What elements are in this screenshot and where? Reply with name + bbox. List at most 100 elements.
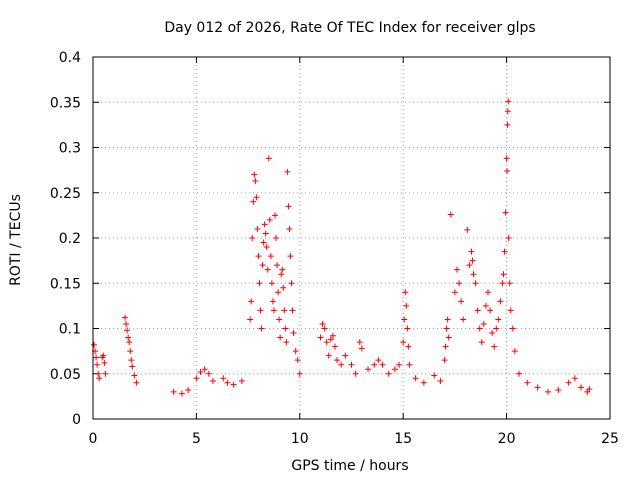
data-point	[260, 239, 267, 246]
data-point	[493, 325, 500, 332]
y-tick-label: 0.1	[59, 322, 81, 338]
data-point	[443, 325, 450, 332]
data-point	[331, 343, 338, 350]
data-point	[317, 334, 324, 341]
data-point	[565, 379, 572, 386]
data-point	[405, 343, 412, 350]
data-point	[348, 361, 355, 368]
data-point	[578, 384, 585, 391]
data-point	[447, 211, 454, 218]
data-point	[412, 375, 419, 382]
y-tick-labels: 0 0.05 0.1 0.15 0.2 0.25 0.3 0.35 0.4	[50, 50, 81, 428]
data-point	[197, 368, 204, 375]
data-point	[286, 225, 293, 232]
data-point	[178, 390, 185, 397]
data-point	[507, 307, 514, 314]
data-point	[263, 244, 270, 251]
data-point	[290, 330, 297, 337]
data-point	[209, 377, 216, 384]
data-point	[544, 388, 551, 395]
data-point	[437, 377, 444, 384]
data-point	[586, 386, 593, 393]
data-point	[323, 339, 330, 346]
data-point	[468, 248, 475, 255]
data-point	[505, 98, 512, 105]
data-point	[445, 334, 452, 341]
data-point	[123, 320, 130, 327]
data-point	[266, 216, 273, 223]
data-point	[470, 271, 477, 278]
data-point	[275, 289, 282, 296]
data-point	[497, 298, 504, 305]
data-point	[124, 327, 131, 334]
data-point	[256, 280, 263, 287]
data-point	[431, 372, 438, 379]
data-point	[403, 302, 410, 309]
data-point	[396, 361, 403, 368]
data-point	[249, 235, 256, 241]
data-point	[356, 339, 363, 346]
data-point	[329, 332, 336, 339]
data-point	[476, 325, 483, 332]
data-point	[458, 298, 465, 305]
data-point	[379, 361, 386, 368]
data-point	[220, 375, 227, 382]
data-point	[321, 325, 328, 332]
data-point	[325, 352, 332, 359]
data-point	[478, 339, 485, 346]
x-tick-label: 25	[601, 431, 619, 447]
data-point	[95, 370, 102, 377]
data-point	[334, 357, 341, 364]
data-point	[122, 314, 129, 321]
data-point	[451, 289, 458, 296]
data-point	[296, 370, 303, 377]
data-point	[327, 336, 334, 343]
data-point	[484, 289, 491, 296]
data-point	[294, 357, 301, 364]
data-point	[500, 271, 507, 278]
data-point	[404, 325, 411, 332]
data-point	[502, 209, 509, 216]
data-point	[261, 221, 268, 228]
data-point	[247, 316, 254, 323]
data-point	[506, 280, 513, 287]
data-point	[248, 298, 255, 305]
data-point	[284, 168, 291, 175]
data-point	[128, 357, 135, 364]
data-point	[276, 316, 283, 323]
data-point	[365, 366, 372, 373]
data-point	[270, 307, 277, 314]
x-tick-labels: 0 5 10 15 20 25	[89, 431, 619, 447]
x-tick-label: 5	[192, 431, 201, 447]
data-point	[96, 375, 103, 382]
data-point	[185, 387, 192, 394]
data-point	[282, 325, 289, 332]
data-point	[274, 262, 281, 269]
data-point	[571, 375, 578, 382]
data-point	[555, 387, 562, 394]
data-point	[509, 325, 516, 332]
data-point	[126, 339, 133, 346]
data-point	[516, 370, 523, 377]
data-point	[224, 379, 231, 386]
y-tick-label: 0.15	[50, 276, 81, 292]
data-point	[193, 375, 200, 382]
data-point	[100, 352, 107, 359]
data-point	[464, 226, 471, 233]
data-point	[501, 248, 508, 255]
data-point	[254, 225, 261, 232]
data-point	[352, 370, 359, 377]
y-axis-title: ROTI / TECUs	[8, 194, 24, 286]
data-point	[385, 370, 392, 377]
data-point	[257, 307, 264, 314]
data-point	[319, 320, 326, 327]
data-points	[91, 98, 593, 397]
data-point	[358, 345, 365, 352]
data-point	[251, 171, 258, 178]
data-point	[491, 343, 498, 350]
data-point	[262, 230, 269, 237]
data-point	[287, 253, 294, 260]
data-point	[441, 357, 448, 364]
data-point	[474, 307, 481, 314]
data-point	[342, 352, 349, 359]
